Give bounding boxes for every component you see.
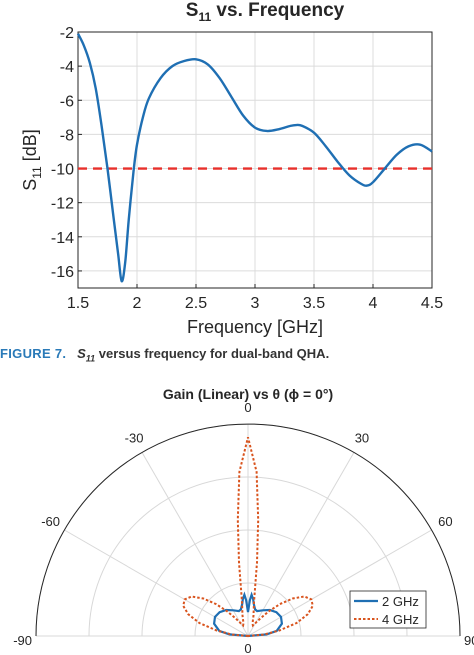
y-tick-label: -14 [51, 230, 74, 247]
x-tick-label: 3 [251, 295, 260, 312]
gain-2ghz-curve [212, 591, 284, 638]
x-tick-label: 1.5 [67, 295, 89, 312]
y-tick-label: -6 [60, 93, 74, 110]
y-tick-label: -2 [60, 25, 74, 42]
caption-text: versus frequency for dual-band QHA. [95, 346, 330, 361]
s11-x-ticks: 1.5 2 2.5 3 3.5 4 4.5 [67, 284, 443, 312]
polar-angle-label: 60 [438, 514, 452, 529]
polar-ring [141, 529, 355, 637]
y-tick-label: -10 [51, 162, 74, 179]
x-tick-label: 2.5 [185, 295, 207, 312]
gain-4ghz-curve [182, 437, 314, 637]
x-tick-label: 4.5 [421, 295, 443, 312]
s11-y-ticks: -2 -4 -6 -8 -10 -12 -14 -16 [51, 25, 82, 281]
polar-ring [88, 476, 408, 637]
gain-polar-title: Gain (Linear) vs θ (ϕ = 0°) [163, 386, 333, 402]
polar-ring [35, 423, 461, 637]
polar-angle-label: -60 [41, 514, 60, 529]
polar-angle-label: 0 [244, 400, 251, 415]
x-tick-label: 3.5 [303, 295, 325, 312]
y-tick-label: -4 [60, 59, 74, 76]
x-tick-label: 4 [369, 295, 378, 312]
y-tick-label: -16 [51, 264, 74, 281]
legend-4ghz-label: 4 GHz [382, 612, 419, 627]
polar-angle-label: 90 [464, 633, 474, 648]
figure-label: FIGURE 7. [0, 346, 67, 361]
polar-grid [35, 423, 461, 637]
legend-box [349, 590, 427, 629]
s11-curve [76, 33, 433, 283]
polar-radius-label: 0 [244, 641, 251, 655]
s11-chart: S11 vs. Frequency 1.5 2 2.5 3 3.5 4 4.5 -2 -4 -6… [20, 0, 443, 337]
s11-grid [77, 31, 433, 288]
polar-spoke [141, 452, 249, 637]
polar-angle-label: -90 [13, 633, 32, 648]
caption-symbol: S11 [77, 346, 96, 364]
figure-caption: FIGURE 7. S11 versus frequency for dual-… [0, 346, 474, 364]
y-tick-label: -8 [60, 127, 74, 144]
s11-y-axis-label: S11 [dB] [20, 129, 44, 191]
polar-angle-label: 30 [355, 431, 369, 446]
polar-radius-labels: 0 [244, 641, 251, 655]
polar-spoke [247, 529, 432, 637]
polar-angle-label: -30 [125, 431, 144, 446]
polar-spoke [64, 529, 249, 637]
x-tick-label: 2 [133, 295, 142, 312]
polar-ring [194, 582, 302, 637]
polar-angle-labels: 0 30 -30 60 -60 90 -90 [13, 400, 474, 648]
s11-chart-title: S11 vs. Frequency [186, 0, 345, 24]
legend-2ghz-label: 2 GHz [382, 594, 419, 609]
polar-legend: 2 GHz 4 GHz [349, 590, 427, 629]
polar-outer-arc [35, 423, 461, 637]
s11-x-axis-label: Frequency [GHz] [187, 317, 323, 337]
polar-spoke [247, 452, 355, 637]
y-tick-label: -12 [51, 196, 74, 213]
